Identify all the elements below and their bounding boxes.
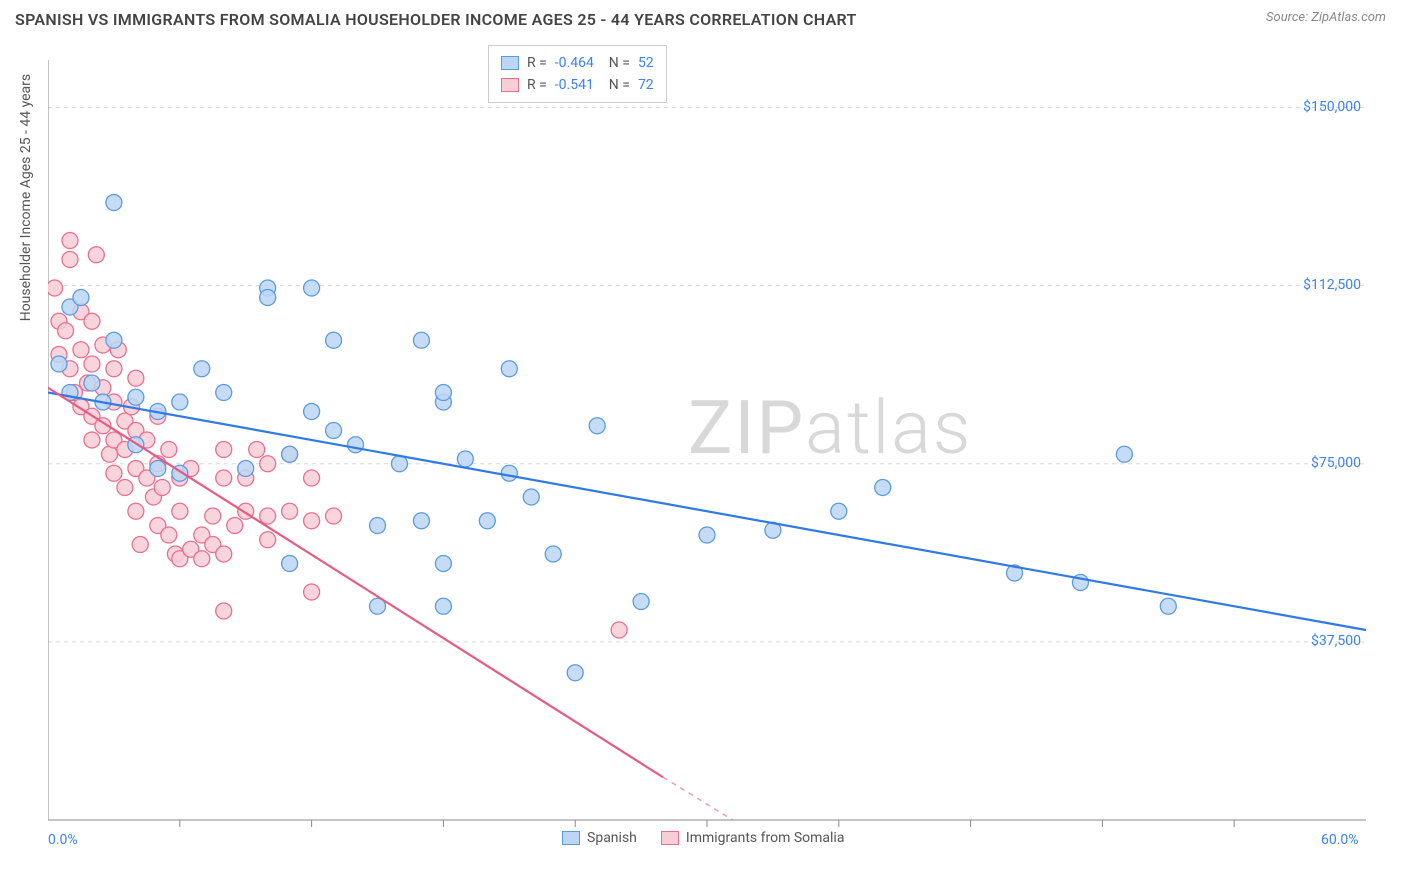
swatch-series-1	[501, 78, 519, 92]
legend-swatch-1	[661, 831, 679, 845]
legend-label-1: Immigrants from Somalia	[686, 830, 845, 846]
y-tick-label: $37,500	[1281, 633, 1361, 649]
swatch-series-0	[501, 56, 519, 70]
source-attribution: Source: ZipAtlas.com	[1266, 10, 1386, 25]
series-legend: Spanish Immigrants from Somalia	[562, 830, 844, 846]
legend-item-0: Spanish	[562, 830, 637, 846]
r-value-0: -0.464	[555, 52, 594, 74]
scatter-chart	[48, 45, 1386, 860]
x-min-label: 0.0%	[48, 832, 78, 848]
stats-legend: R = -0.464 N = 52 R = -0.541 N = 72	[488, 45, 667, 103]
y-tick-label: $150,000	[1281, 99, 1361, 115]
y-tick-label: $75,000	[1281, 455, 1361, 471]
y-tick-label: $112,500	[1281, 277, 1361, 293]
y-axis-label: Householder Income Ages 25 - 44 years	[18, 74, 34, 321]
n-value-0: 52	[638, 52, 654, 74]
n-value-1: 72	[638, 74, 654, 96]
stats-row-series-1: R = -0.541 N = 72	[501, 74, 654, 96]
stats-row-series-0: R = -0.464 N = 52	[501, 52, 654, 74]
r-value-1: -0.541	[555, 74, 594, 96]
legend-swatch-0	[562, 831, 580, 845]
x-max-label: 60.0%	[1321, 832, 1359, 848]
legend-item-1: Immigrants from Somalia	[661, 830, 845, 846]
legend-label-0: Spanish	[587, 830, 637, 846]
chart-container: Householder Income Ages 25 - 44 years R …	[48, 45, 1388, 845]
chart-title: SPANISH VS IMMIGRANTS FROM SOMALIA HOUSE…	[15, 10, 857, 29]
